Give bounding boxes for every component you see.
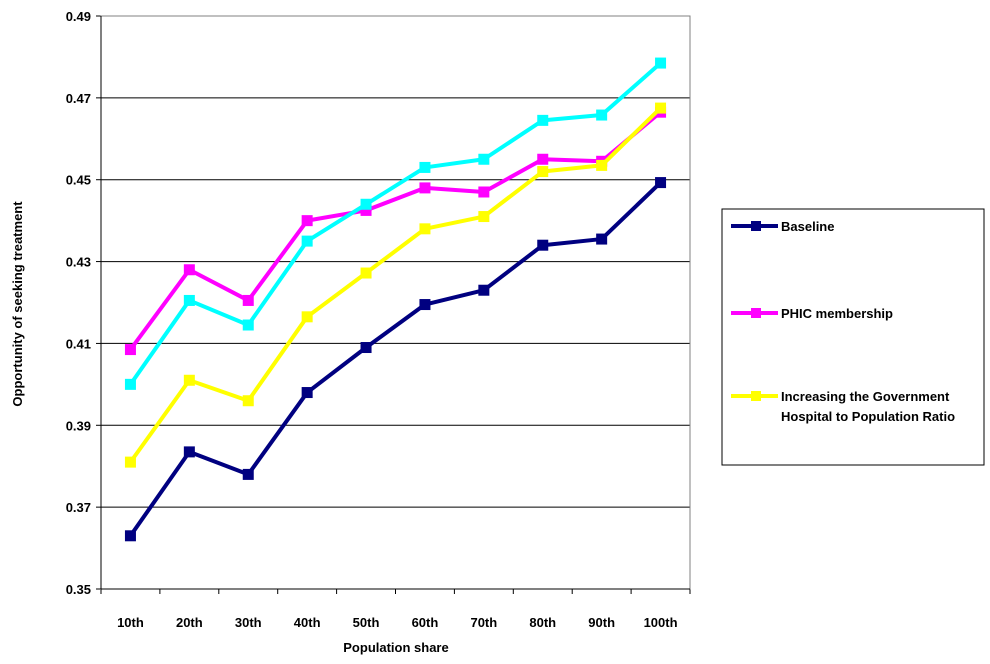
axes [100, 15, 691, 590]
y-axis-label: Opportunity of seeking treatment [10, 201, 25, 407]
data-point [242, 319, 254, 331]
series-increasing-the-government-hospital-to-population-ratio [124, 102, 667, 468]
y-tick-label: 0.47 [66, 91, 91, 106]
data-point [655, 57, 667, 69]
x-tick-label: 30th [235, 615, 262, 630]
y-tick-label: 0.39 [66, 418, 91, 433]
data-point [478, 186, 490, 198]
data-point [537, 166, 549, 178]
series-baseline [124, 177, 667, 542]
data-point [360, 198, 372, 210]
legend-box [721, 208, 985, 466]
data-point [419, 223, 431, 235]
y-tick-label: 0.41 [66, 336, 91, 351]
legend-label: Baseline [781, 219, 834, 234]
data-point [124, 530, 136, 542]
data-point [419, 182, 431, 194]
x-axis-label: Population share [343, 640, 448, 655]
x-tick-label: 10th [117, 615, 144, 630]
x-tick-labels: 10th 20th 30th 40th 50th 60th 70th 80th 90th 100t… [117, 615, 678, 630]
data-point [655, 177, 667, 189]
legend-label: Hospital to Population Ratio [781, 409, 955, 424]
legend-swatch-marker [751, 308, 761, 318]
legend-label: Increasing the Government [781, 389, 950, 404]
y-tick-label: 0.37 [66, 500, 91, 515]
data-point [301, 311, 313, 323]
legend-swatch-marker [751, 221, 761, 231]
legend-item: Baseline [731, 219, 834, 234]
y-tick-label: 0.43 [66, 255, 91, 270]
data-point [419, 161, 431, 173]
x-tick-label: 80th [529, 615, 556, 630]
data-point [242, 468, 254, 480]
legend-item: PHIC membership [731, 306, 893, 321]
y-tick-label: 0.49 [66, 9, 91, 24]
series-group [124, 57, 667, 542]
data-point [596, 233, 608, 245]
data-point [537, 239, 549, 251]
data-point [124, 378, 136, 390]
data-point [478, 211, 490, 223]
y-tick-label: 0.35 [66, 582, 91, 597]
y-tick-label: 0.45 [66, 173, 91, 188]
data-point [183, 374, 195, 386]
data-point [124, 344, 136, 356]
legend-label: PHIC membership [781, 306, 893, 321]
data-point [537, 114, 549, 126]
x-tick-label: 100th [644, 615, 678, 630]
data-point [124, 456, 136, 468]
series-line [128, 110, 662, 351]
data-point [242, 395, 254, 407]
x-tick-label: 20th [176, 615, 203, 630]
series-line [128, 61, 662, 386]
data-point [183, 264, 195, 276]
x-tick-label: 60th [412, 615, 439, 630]
y-tick-labels: 0.35 0.37 0.39 0.41 0.43 0.45 0.47 0.49 [66, 9, 91, 597]
data-point [419, 299, 431, 311]
data-point [478, 153, 490, 165]
data-point [596, 109, 608, 121]
data-point [242, 294, 254, 306]
data-point [537, 153, 549, 165]
data-point [478, 284, 490, 296]
x-tick-label: 90th [588, 615, 615, 630]
data-point [360, 204, 372, 216]
data-point [596, 159, 608, 171]
data-point [183, 446, 195, 458]
legend-swatch-marker [751, 391, 761, 401]
x-tick-label: 70th [470, 615, 497, 630]
legend: Baseline PHIC membership Increasing the Go… [721, 208, 985, 466]
data-point [183, 294, 195, 306]
series-phic-membership [124, 106, 667, 356]
series-line [128, 106, 662, 464]
data-point [360, 342, 372, 354]
data-point [360, 267, 372, 279]
data-point [301, 215, 313, 227]
data-point [655, 102, 667, 114]
series-line [128, 181, 662, 537]
legend-item: Increasing the Government Hospital to Pop… [731, 389, 955, 424]
data-point [301, 387, 313, 399]
x-tick-label: 50th [353, 615, 380, 630]
series-unlabeled [124, 57, 667, 390]
data-point [301, 235, 313, 247]
x-tick-label: 40th [294, 615, 321, 630]
